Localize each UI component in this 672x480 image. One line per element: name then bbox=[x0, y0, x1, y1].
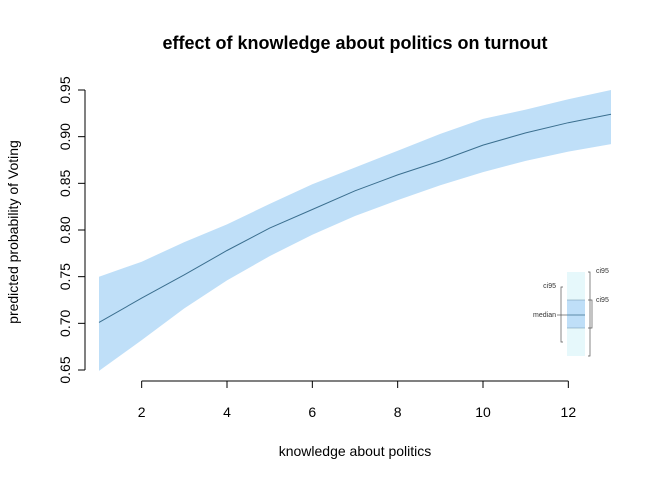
legend-right-inner-bracket bbox=[588, 299, 593, 329]
legend: ci95 ci95 ci95 median bbox=[533, 268, 609, 357]
legend-right-outer-bracket bbox=[588, 271, 591, 357]
x-tick-label: 2 bbox=[138, 404, 146, 420]
x-axis-label: knowledge about politics bbox=[279, 443, 432, 459]
y-tick-label: 0.95 bbox=[57, 76, 73, 103]
y-tick-label: 0.80 bbox=[57, 216, 73, 243]
y-tick-label: 0.70 bbox=[57, 309, 73, 336]
x-axis: 2 4 6 8 10 12 bbox=[138, 380, 577, 420]
x-tick-label: 12 bbox=[561, 404, 577, 420]
y-axis-label: predicted probability of Voting bbox=[5, 140, 21, 324]
x-tick-label: 8 bbox=[394, 404, 402, 420]
legend-ci-inner-label: ci95 bbox=[596, 297, 609, 304]
legend-left-bracket bbox=[560, 286, 563, 343]
y-tick-label: 0.90 bbox=[57, 123, 73, 150]
y-tick-label: 0.85 bbox=[57, 169, 73, 196]
chart-title: effect of knowledge about politics on tu… bbox=[163, 33, 548, 53]
x-tick-label: 6 bbox=[308, 404, 316, 420]
legend-ci-left-label: ci95 bbox=[543, 283, 556, 290]
y-tick-label: 0.65 bbox=[57, 356, 73, 383]
x-tick-label: 4 bbox=[223, 404, 231, 420]
legend-inner-box bbox=[567, 300, 585, 328]
legend-median-label: median bbox=[533, 312, 556, 319]
x-tick-label: 10 bbox=[475, 404, 491, 420]
ci95-band bbox=[99, 90, 611, 371]
legend-ci-outer-label: ci95 bbox=[596, 268, 609, 275]
y-tick-label: 0.75 bbox=[57, 263, 73, 290]
median-line bbox=[98, 113, 612, 323]
y-axis: 0.65 0.70 0.75 0.80 0.85 0.90 0.95 bbox=[57, 76, 86, 384]
